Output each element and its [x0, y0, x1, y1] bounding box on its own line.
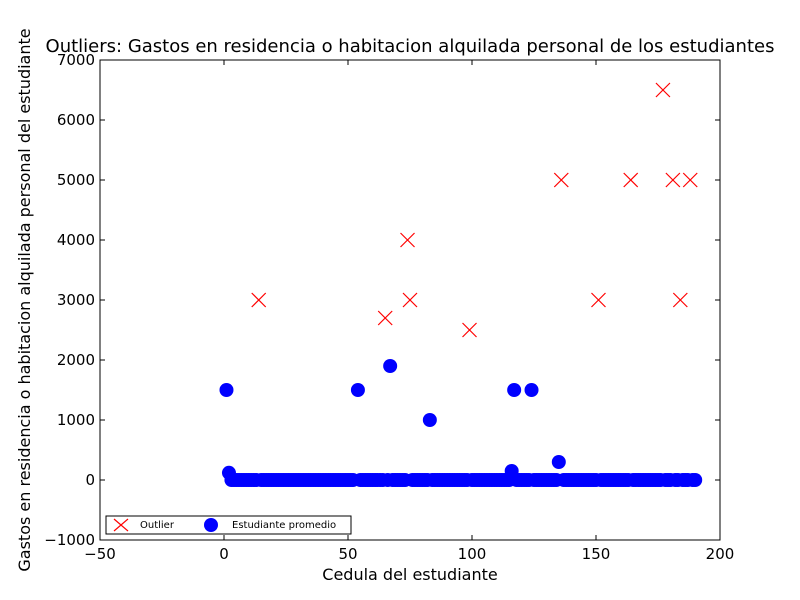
data-point-outlier: [672, 292, 688, 308]
data-point-estudiante: [219, 383, 234, 397]
data-point-outlier: [462, 322, 477, 338]
legend-label-outlier: Outlier: [140, 520, 175, 531]
legend: Outlier Estudiante promedio: [105, 515, 352, 535]
x-tick-label: 200: [706, 545, 735, 563]
y-tick-label: 6000: [57, 111, 95, 129]
chart-title: Outliers: Gastos en residencia o habitac…: [46, 36, 775, 57]
x-axis-label: Cedula del estudiante: [322, 565, 497, 584]
data-point-outlier: [655, 82, 671, 98]
x-tick-label: 150: [582, 545, 611, 563]
legend-box: [105, 515, 352, 535]
y-tick-label: 4000: [57, 231, 95, 249]
legend-outlier-marker-icon: [113, 518, 129, 532]
data-point-outlier: [553, 172, 569, 188]
series-estudiante-promedio: [219, 359, 703, 487]
data-point-estudiante: [422, 413, 437, 427]
x-tick-label: 50: [338, 545, 357, 563]
legend-estudiante-marker-icon: [204, 518, 218, 532]
y-tick-label: 7000: [57, 51, 95, 69]
y-tick-label: −1000: [44, 531, 95, 549]
data-point-outlier: [377, 310, 393, 326]
series-outlier: [251, 82, 698, 338]
data-point-outlier: [400, 232, 415, 248]
axis-tick-labels: −50 0 50 100 150 200 −1000 0 1000 2000 3000 4000 500…: [44, 51, 734, 563]
y-tick-label: 2000: [57, 351, 95, 369]
data-point-outlier: [665, 172, 681, 188]
data-point-outlier: [682, 172, 698, 188]
data-point-outlier: [591, 292, 606, 308]
plot-frame: [99, 59, 721, 541]
x-tick-label: −50: [84, 545, 116, 563]
data-point-estudiante: [524, 383, 539, 397]
data-point-outlier: [402, 292, 418, 308]
data-point-outlier: [251, 292, 267, 308]
y-tick-label: 1000: [57, 411, 95, 429]
y-axis-label: Gastos en residencia o habitacion alquil…: [15, 28, 34, 571]
data-point-estudiante: [551, 455, 566, 469]
x-tick-label: 0: [219, 545, 229, 563]
y-tick-label: 5000: [57, 171, 95, 189]
data-point-estudiante: [350, 383, 365, 397]
data-point-estudiante: [507, 383, 522, 397]
data-point-estudiante: [688, 473, 703, 487]
x-tick-label: 100: [458, 545, 487, 563]
legend-label-estudiante: Estudiante promedio: [232, 520, 336, 531]
data-point-outlier: [623, 172, 639, 188]
y-tick-label: 0: [85, 471, 95, 489]
y-tick-label: 3000: [57, 291, 95, 309]
data-point-estudiante: [383, 359, 398, 373]
